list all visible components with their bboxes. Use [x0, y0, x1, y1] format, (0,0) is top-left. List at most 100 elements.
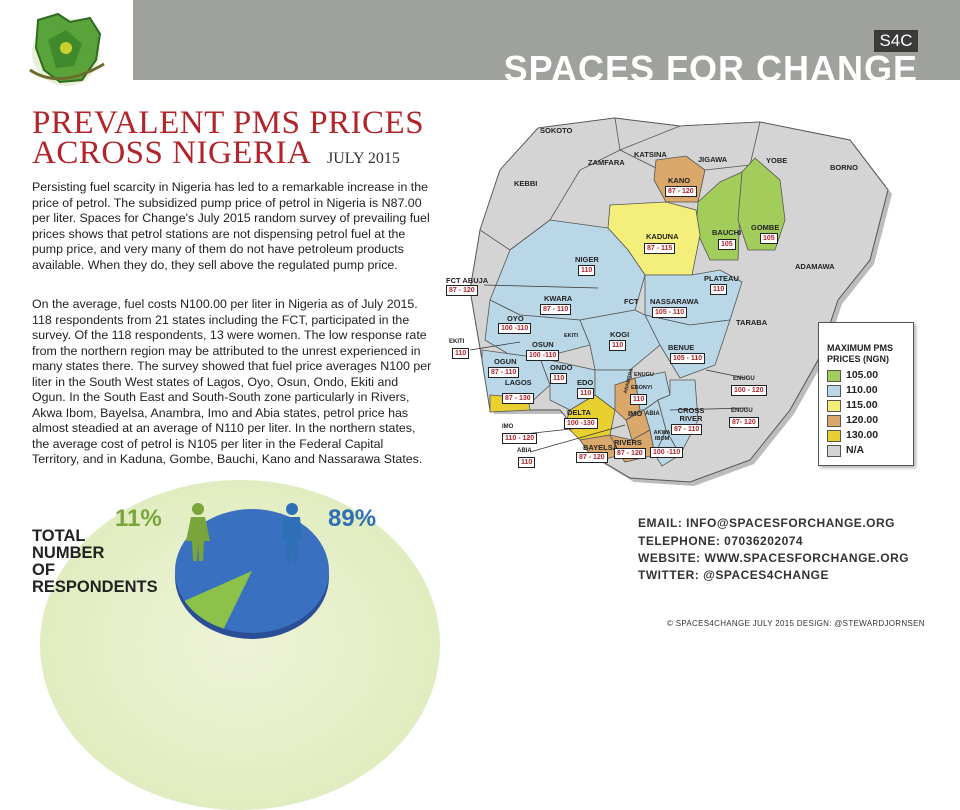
state-label-abia-2: ABIA — [517, 448, 532, 454]
contact-telephone[interactable]: TELEPHONE: 07036202074 — [638, 534, 804, 548]
legend-label: 105.00 — [846, 369, 879, 381]
state-label-ekiti-small: EKITI — [564, 333, 579, 339]
price-tag-cross-river: 87 - 110 — [671, 424, 703, 435]
state-label-kaduna: KADUNA — [646, 232, 679, 241]
state-label-abia: ABIA — [645, 411, 660, 417]
price-tag-lagos: 87 - 130 — [502, 393, 534, 404]
male-percentage: 89% — [328, 505, 377, 532]
price-tag-gombe: 105 — [760, 233, 778, 244]
state-label-edo: EDO — [577, 378, 594, 387]
state-label-sokoto: SOKOTO — [540, 126, 573, 135]
price-tag-oyo: 100 -110 — [498, 323, 532, 334]
state-label-bayelsa: BAYELSA — [583, 443, 619, 452]
state-label-nassarawa: NASSARAWA — [650, 297, 699, 306]
header-bar — [133, 0, 960, 80]
price-tag-niger: 110 — [578, 265, 596, 276]
state-label-osun: OSUN — [532, 340, 554, 349]
logo — [0, 0, 133, 97]
state-label-imo-2: IMO — [502, 424, 514, 430]
price-tag-delta: 100 -130 — [564, 418, 598, 429]
legend-label: 110.00 — [846, 384, 878, 396]
state-label-imo: IMO — [628, 409, 643, 418]
state-label-lagos: LAGOS — [505, 378, 532, 387]
price-tag-akwa-ibom: 100 -110 — [650, 447, 684, 458]
price-tag-rivers: 87 - 120 — [614, 448, 646, 459]
state-label-kebbi: KEBBI — [514, 179, 538, 188]
male-icon — [282, 503, 302, 563]
state-label-enugu-3: ENUGU — [731, 408, 753, 414]
map-state-gombe — [737, 157, 786, 251]
state-label-bauchi: BAUCHI — [712, 228, 742, 237]
map-legend: MAXIMUM PMS PRICES (NGN) 105.00 110.00 115… — [818, 322, 914, 466]
state-label-kano: KANO — [668, 176, 691, 185]
state-label-yobe: YOBE — [766, 156, 788, 165]
legend-swatch — [827, 430, 841, 442]
state-label-fct: FCT — [624, 297, 639, 306]
label-line: TOTAL — [32, 527, 86, 545]
price-tag-kano: 87 - 120 — [665, 186, 697, 197]
legend-label: 120.00 — [846, 414, 879, 426]
state-label-ekiti: EKITI — [449, 339, 465, 345]
state-label-plateau: PLATEAU — [704, 274, 739, 283]
state-label-kwara: KWARA — [544, 294, 573, 303]
price-tag-fct-abuja: 87 - 120 — [446, 285, 478, 296]
findings-paragraph: On the average, fuel costs N100.00 per l… — [32, 297, 432, 466]
contact-twitter[interactable]: TWITTER: @SPACES4CHANGE — [638, 568, 829, 582]
page-title: PREVALENT PMS PRICES ACROSS NIGERIA — [32, 107, 472, 171]
price-tag-nassarawa: 105 - 110 — [652, 307, 688, 318]
state-label-katsina: KATSINA — [634, 150, 667, 159]
legend-label: N/A — [846, 444, 865, 456]
title-date: JULY 2015 — [327, 150, 400, 167]
legend-swatch — [827, 400, 841, 412]
pie-slice-female — [184, 571, 252, 629]
intro-paragraph: Persisting fuel scarcity in Nigeria has … — [32, 180, 430, 272]
respondents-pie-chart — [175, 503, 329, 639]
label-line: NUMBER — [32, 544, 105, 562]
brand-tag: S4C — [874, 30, 918, 52]
state-label-enugu-2: ENUGU — [733, 376, 755, 382]
price-tag-bayelsa: 87 - 120 — [576, 452, 608, 463]
state-label-niger: NIGER — [575, 255, 599, 264]
state-label-taraba: TARABA — [736, 318, 768, 327]
legend-swatch — [827, 370, 841, 382]
state-label-oyo: OYO — [507, 314, 524, 323]
price-tag-ekiti: 110 — [452, 348, 470, 359]
price-tag-benue: 105 - 110 — [670, 353, 706, 364]
state-label-ondo: ONDO — [550, 363, 573, 372]
label-line: RESPONDENTS — [32, 578, 158, 596]
state-label-rivers: RIVERS — [614, 438, 642, 447]
price-tag-ogun: 87 - 110 — [488, 367, 520, 378]
label-line: OF — [32, 561, 55, 579]
legend-swatch — [827, 385, 841, 397]
price-tag-ondo: 110 — [550, 373, 568, 384]
legend-label: 130.00 — [846, 429, 879, 441]
state-label-delta: DELTA — [567, 408, 591, 417]
state-label-kogi: KOGI — [610, 330, 630, 339]
price-tag-kwara: 87 - 110 — [540, 304, 572, 315]
female-percentage: 11% — [115, 505, 162, 532]
price-tag-enugu-3: 87- 120 — [729, 417, 759, 428]
price-tag-abia: 110 — [518, 457, 536, 468]
state-label-fct-abuja: FCT ABUJA — [446, 276, 489, 285]
state-label-jigawa: JIGAWA — [698, 155, 728, 164]
price-tag-bauchi: 105 — [718, 239, 736, 250]
price-tag-enugu: 100 - 120 — [731, 385, 767, 396]
contact-email[interactable]: EMAIL: INFO@SPACESFORCHANGE.ORG — [638, 516, 895, 530]
price-tag-kaduna: 87 - 115 — [644, 243, 676, 254]
brand-name: SPACES FOR CHANGE — [503, 48, 918, 89]
legend-swatch — [827, 445, 841, 457]
state-label-cross-river: CROSS RIVER — [677, 406, 705, 423]
map-state-benue — [644, 314, 731, 379]
contact-box: EMAIL: INFO@SPACESFORCHANGE.ORG TELEPHON… — [620, 507, 925, 595]
price-tag-osun: 100 -110 — [526, 350, 560, 361]
contact-website[interactable]: WEBSITE: WWW.SPACESFORCHANGE.ORG — [638, 551, 910, 565]
state-label-benue: BENUE — [668, 343, 695, 352]
state-label-akwa-ibom: AKWA IBOM — [653, 430, 671, 442]
title-line-2: ACROSS NIGERIA — [32, 135, 312, 171]
state-label-gombe: GOMBE — [751, 223, 780, 232]
state-label-ebonyi: EBONYI — [631, 385, 653, 391]
female-icon — [186, 503, 210, 561]
state-label-borno: BORNO — [830, 163, 858, 172]
total-respondents-label: TOTAL NUMBER OF RESPONDENTS — [32, 528, 158, 596]
organization-logo-icon — [29, 12, 105, 86]
